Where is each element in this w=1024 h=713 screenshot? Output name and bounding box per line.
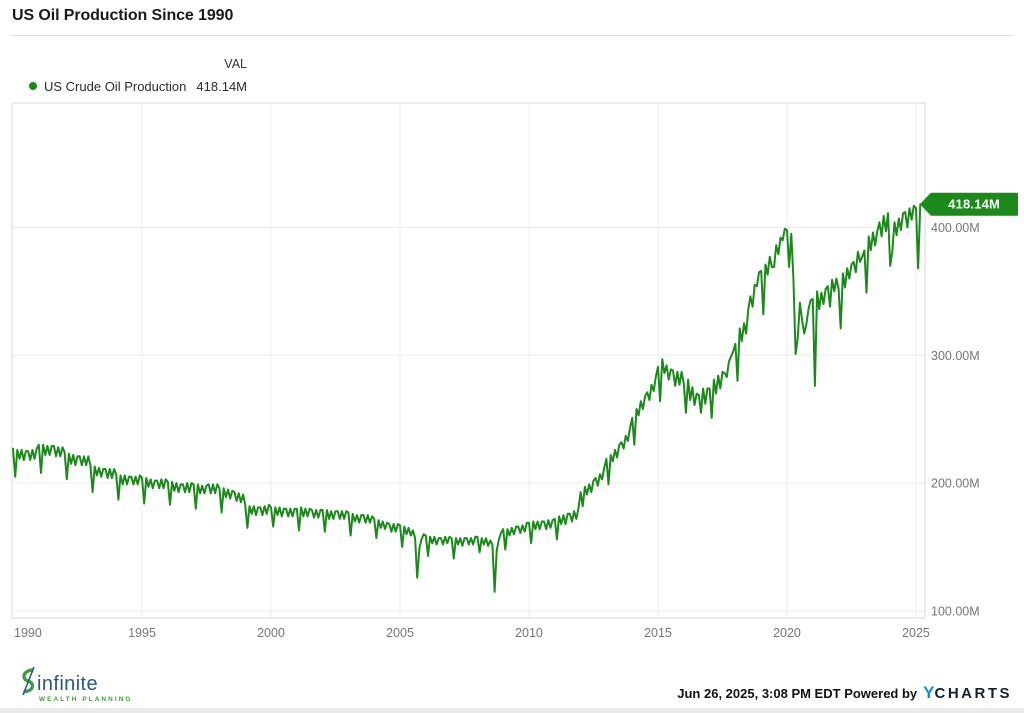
x-tick-label: 2005 — [386, 626, 414, 640]
infinite-wealth-planning-logo: infinite WEALTH PLANNING — [16, 664, 136, 708]
x-tick-label: 1990 — [14, 626, 42, 640]
legend-val-column-header: VAL — [224, 57, 247, 71]
logo-wordmark: infinite — [37, 673, 98, 695]
end-value-badge — [920, 192, 1018, 216]
series-color-dot-icon — [29, 82, 37, 90]
y-tick-label: 200.00M — [931, 477, 980, 491]
series-line[interactable] — [12, 203, 922, 593]
timestamp-text: Jun 26, 2025, 3:08 PM EDT — [677, 686, 841, 701]
powered-by-label: Powered by — [844, 686, 918, 701]
y-tick-label: 300.00M — [931, 349, 980, 363]
plot-border — [11, 102, 926, 619]
dollar-leaf-icon — [22, 666, 35, 696]
end-value-badge-label: 418.14M — [948, 197, 1000, 212]
chart-plot-area[interactable]: 1990 1995 2000 2005 2010 2015 2020 2025 100.00M 2… — [0, 0, 1024, 660]
ycharts-y-icon: Y — [923, 683, 935, 702]
legend-series-value: 418.14M — [196, 79, 247, 94]
x-tick-label: 2000 — [257, 626, 285, 640]
title-divider — [12, 35, 1012, 36]
x-tick-label: 1995 — [128, 626, 156, 640]
logo-tagline: WEALTH PLANNING — [39, 696, 133, 703]
ycharts-wordmark: CHARTS — [934, 685, 1012, 702]
bottom-border-strip — [0, 708, 1024, 713]
legend-series-label: US Crude Oil Production — [44, 79, 187, 94]
y-tick-label: 400.00M — [931, 221, 980, 235]
x-tick-label: 2025 — [902, 626, 930, 640]
x-tick-label: 2020 — [773, 626, 801, 640]
y-tick-label: 100.00M — [931, 604, 980, 618]
page-title: US Oil Production Since 1990 — [12, 7, 234, 24]
x-tick-label: 2010 — [515, 626, 543, 640]
footer-attribution: Jun 26, 2025, 3:08 PM EDT Powered by Y C… — [677, 683, 1012, 705]
x-tick-label: 2015 — [644, 626, 672, 640]
